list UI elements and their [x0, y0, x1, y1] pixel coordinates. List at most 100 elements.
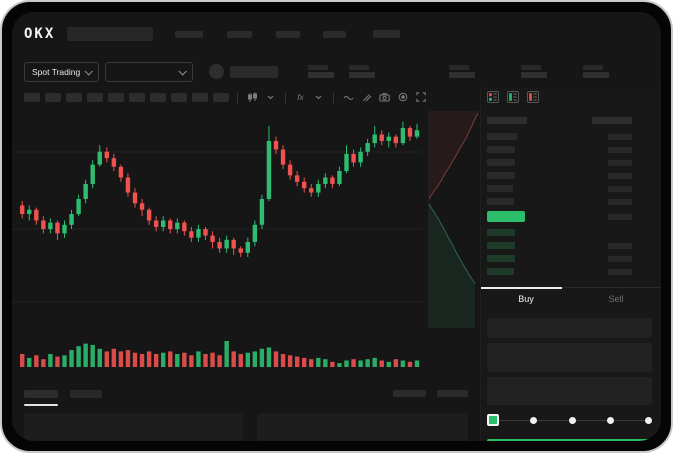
- orders-filter-skeleton-1[interactable]: [393, 390, 426, 397]
- ticker-stat-volume: [583, 65, 610, 78]
- nav-item-skeleton-2[interactable]: [227, 30, 253, 38]
- pair-name-skeleton: [230, 65, 279, 78]
- ticker-stat-price: [308, 65, 335, 78]
- orderbook-panel: Buy Sell: [480, 87, 661, 441]
- toolbar-divider: [333, 91, 334, 103]
- chevron-down-icon[interactable]: [312, 91, 325, 104]
- orderbook-ask-row[interactable]: [487, 143, 652, 156]
- ticker-stat-high: [449, 65, 476, 78]
- timeframe-button[interactable]: [171, 92, 187, 102]
- book-asks-icon[interactable]: [527, 91, 539, 103]
- chart-column: fx: [12, 87, 480, 441]
- timeframe-button[interactable]: [150, 92, 166, 102]
- tab-buy[interactable]: Buy: [518, 293, 534, 304]
- indicators-fx-icon[interactable]: fx: [297, 92, 304, 102]
- line-tool-icon[interactable]: [342, 91, 355, 104]
- price-field[interactable]: [487, 343, 652, 372]
- timeframe-button[interactable]: [45, 92, 61, 102]
- slider-dot[interactable]: [645, 416, 652, 424]
- nav-item-skeleton-1[interactable]: [175, 30, 204, 38]
- market-type-label: Spot Trading: [32, 66, 81, 77]
- orderbook-header: [487, 117, 652, 124]
- orderbook-ask-row[interactable]: [487, 169, 652, 182]
- draw-pencil-icon[interactable]: [360, 91, 373, 104]
- orders-tab-active-skeleton[interactable]: [24, 390, 58, 398]
- search-input[interactable]: [67, 27, 154, 41]
- orderbook-view-toggles: [487, 91, 652, 103]
- slider-dot[interactable]: [530, 416, 538, 424]
- market-type-dropdown[interactable]: Spot Trading: [24, 61, 100, 82]
- orderbook-bid-row[interactable]: [487, 252, 652, 265]
- toolbar-divider: [237, 91, 238, 103]
- orders-tab-skeleton[interactable]: [70, 390, 102, 398]
- orderbook-ask-row[interactable]: [487, 182, 652, 195]
- okx-logo: OKX: [24, 26, 56, 42]
- tab-sell[interactable]: Sell: [608, 293, 624, 304]
- last-price-badge[interactable]: [487, 211, 525, 222]
- slider-dot[interactable]: [568, 416, 576, 424]
- timeframe-button[interactable]: [129, 92, 145, 102]
- orders-filter-skeleton-2[interactable]: [437, 390, 468, 397]
- buy-submit-button[interactable]: [487, 439, 652, 441]
- orderbook-bids: [487, 226, 652, 278]
- order-type-field[interactable]: [487, 318, 652, 338]
- chevron-down-icon: [178, 66, 188, 76]
- nav-item-skeleton-4[interactable]: [323, 30, 347, 38]
- amount-skeleton: [608, 255, 632, 262]
- chevron-down-icon: [84, 66, 94, 76]
- amount-field[interactable]: [487, 377, 652, 405]
- amount-slider[interactable]: [487, 414, 652, 426]
- price-skeleton: [487, 198, 514, 205]
- chevron-down-icon[interactable]: [264, 91, 277, 104]
- book-both-icon[interactable]: [487, 91, 499, 103]
- orderbook-bid-row[interactable]: [487, 239, 652, 252]
- orders-tab-bar: [12, 390, 480, 406]
- price-skeleton: [487, 172, 515, 179]
- history-table-skeleton: [257, 413, 468, 441]
- nav-item-skeleton-5[interactable]: [373, 30, 401, 38]
- orderbook-bid-row[interactable]: [487, 226, 652, 239]
- timeframe-button[interactable]: [192, 92, 208, 102]
- order-form: [487, 309, 652, 441]
- trade-side-tabs: Buy Sell: [481, 287, 661, 309]
- amount-column-header-skeleton: [592, 117, 632, 124]
- price-chart-svg: [12, 111, 479, 367]
- timeframe-button[interactable]: [87, 92, 103, 102]
- orderbook-ask-row[interactable]: [487, 130, 652, 143]
- orderbook-ask-row[interactable]: [487, 156, 652, 169]
- orderbook-ask-row[interactable]: [487, 195, 652, 208]
- price-chart[interactable]: [12, 107, 480, 380]
- amount-skeleton: [608, 185, 632, 192]
- price-skeleton: [487, 185, 513, 192]
- amount-skeleton: [608, 268, 632, 275]
- active-tab-underline: [24, 404, 58, 406]
- orders-table-skeleton: [24, 413, 243, 441]
- amount-skeleton: [608, 198, 632, 205]
- timeframe-button[interactable]: [66, 92, 82, 102]
- price-column-header-skeleton: [487, 117, 527, 124]
- timeframe-button[interactable]: [24, 92, 40, 102]
- pair-select-dropdown[interactable]: [105, 61, 194, 82]
- timeframe-button[interactable]: [213, 92, 229, 102]
- top-nav-bar: OKX: [12, 12, 661, 56]
- symbol-bar: Spot Trading: [12, 56, 661, 87]
- ticker-stat-change: [349, 65, 376, 78]
- camera-icon[interactable]: [378, 91, 391, 104]
- slider-dot[interactable]: [606, 416, 614, 424]
- coin-avatar: [209, 64, 225, 79]
- amount-skeleton: [608, 146, 632, 153]
- timeframe-button[interactable]: [108, 92, 124, 102]
- fullscreen-icon[interactable]: [414, 91, 427, 104]
- amount-skeleton: [608, 133, 632, 140]
- nav-item-skeleton-3[interactable]: [276, 30, 301, 38]
- book-bids-icon[interactable]: [507, 91, 519, 103]
- slider-handle[interactable]: [487, 414, 499, 426]
- amount-skeleton: [608, 159, 632, 166]
- settings-target-icon[interactable]: [396, 91, 409, 104]
- candle-style-icon[interactable]: [246, 91, 259, 104]
- price-skeleton: [487, 133, 517, 140]
- orderbook-bid-row[interactable]: [487, 265, 652, 278]
- price-skeleton: [487, 268, 514, 275]
- last-price-row: [487, 211, 652, 222]
